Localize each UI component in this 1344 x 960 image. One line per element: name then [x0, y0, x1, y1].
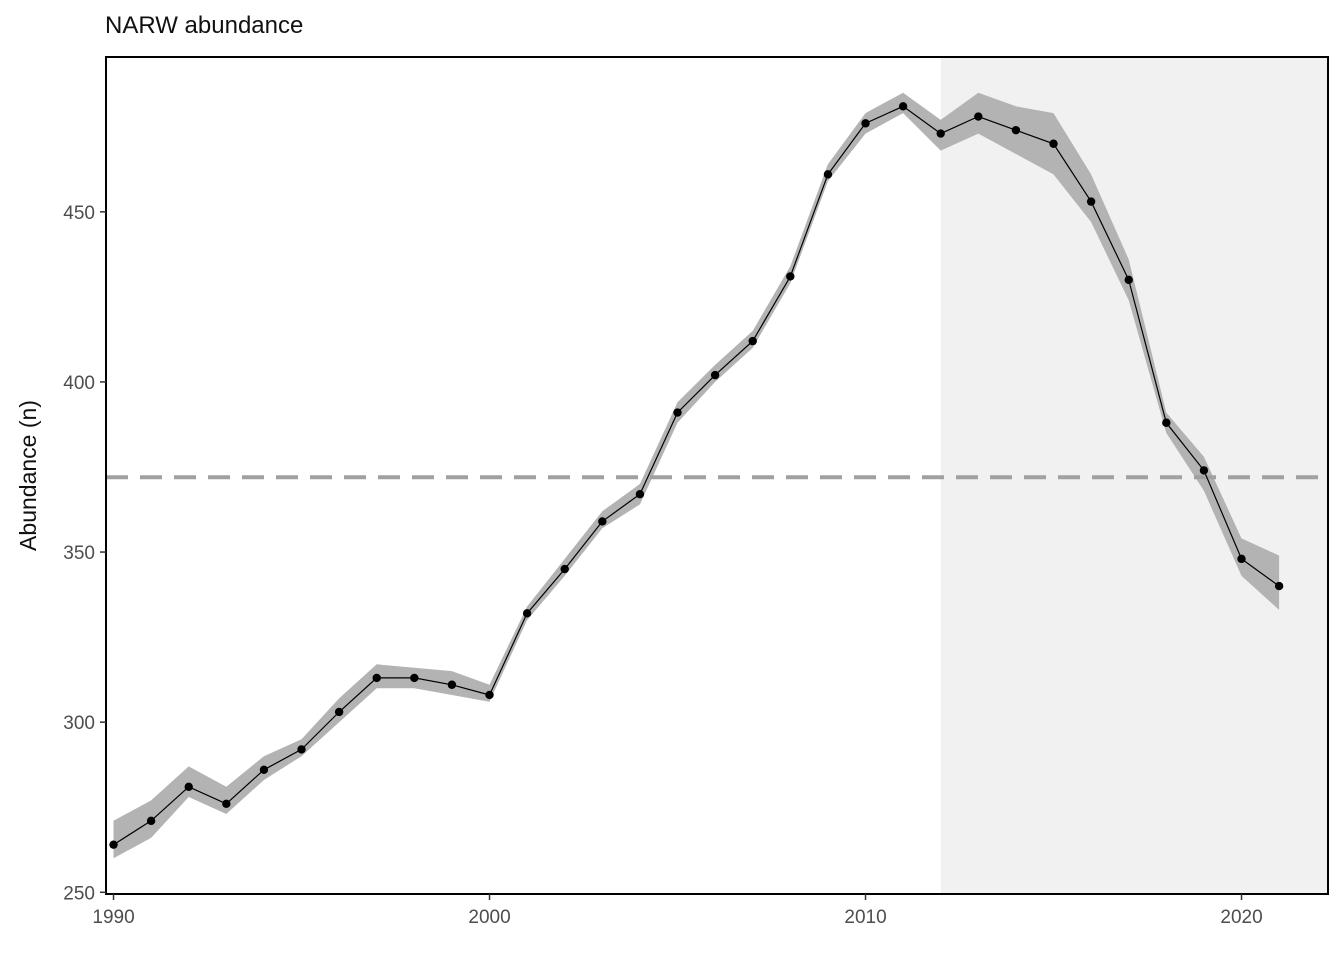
- plot-frame: [105, 56, 1329, 895]
- y-tick-label: 250: [63, 883, 95, 904]
- data-point: [146, 816, 156, 826]
- data-point: [673, 408, 682, 417]
- data-point: [1049, 139, 1058, 148]
- y-tick-label: 400: [63, 373, 95, 394]
- data-point: [898, 102, 908, 111]
- y-axis-title: Abundance (n): [15, 400, 41, 551]
- data-point: [1274, 581, 1284, 591]
- data-point: [485, 690, 494, 700]
- data-point: [447, 680, 457, 689]
- data-point: [560, 564, 569, 574]
- data-point: [936, 129, 945, 138]
- data-point: [109, 840, 118, 849]
- data-point: [1086, 197, 1096, 206]
- data-point: [786, 272, 795, 281]
- data-point: [1011, 125, 1021, 135]
- data-point: [598, 517, 607, 526]
- x-tick-label: 2000: [468, 907, 510, 928]
- chart-title: NARW abundance: [105, 12, 304, 39]
- data-point: [259, 765, 269, 775]
- data-point: [184, 782, 193, 792]
- data-point: [823, 170, 833, 179]
- data-point: [974, 112, 983, 121]
- x-tick-label: 1990: [92, 907, 134, 928]
- abundance-line: [113, 105, 1280, 846]
- y-tick-label: 350: [63, 543, 95, 564]
- data-point: [522, 609, 532, 618]
- data-point: [297, 745, 306, 754]
- data-point: [222, 799, 231, 809]
- x-tick-label: 2020: [1220, 907, 1262, 928]
- data-point: [635, 490, 645, 499]
- y-tick-label: 300: [63, 713, 95, 734]
- data-point: [372, 673, 381, 683]
- data-point: [334, 707, 344, 717]
- data-point: [1199, 466, 1209, 475]
- data-point: [748, 336, 757, 346]
- data-point: [1124, 275, 1133, 285]
- data-point: [1237, 554, 1246, 564]
- data-point: [710, 370, 720, 380]
- data-point: [410, 673, 419, 683]
- x-tick-label: 2010: [844, 907, 886, 928]
- confidence-ribbon: [113, 92, 1280, 859]
- data-point: [861, 119, 870, 128]
- data-point: [1162, 418, 1171, 427]
- y-tick-label: 450: [63, 203, 95, 224]
